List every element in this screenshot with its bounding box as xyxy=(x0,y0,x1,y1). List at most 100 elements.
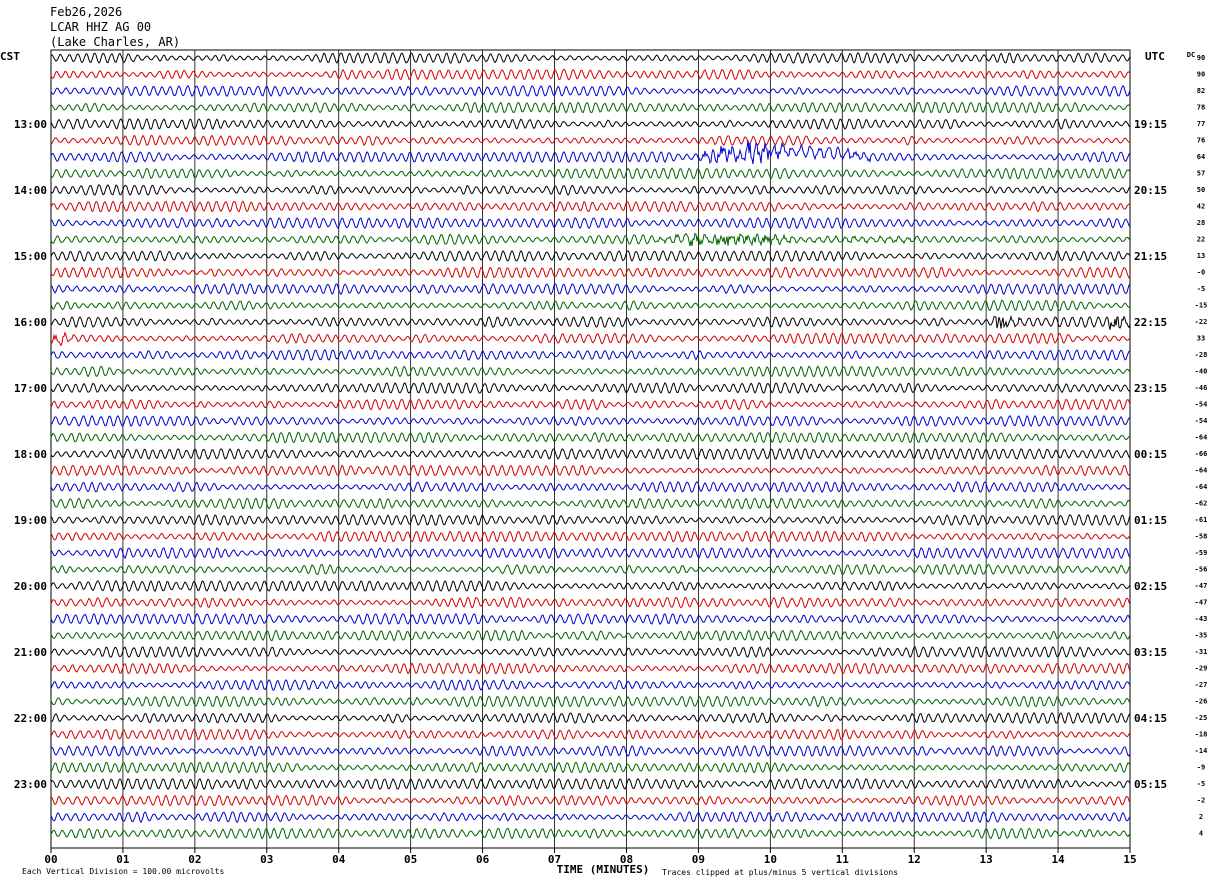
cst-hour-label: 18:00 xyxy=(14,448,47,461)
trace-row xyxy=(50,695,1131,708)
trace-row xyxy=(50,167,1131,180)
dc-value: -54 xyxy=(1195,401,1208,409)
trace-row xyxy=(50,134,1131,147)
clip-note: Traces clipped at plus/minus 5 vertical … xyxy=(662,868,898,877)
dc-value: -66 xyxy=(1195,450,1208,458)
trace-row xyxy=(50,662,1131,675)
dc-value: -18 xyxy=(1195,731,1208,739)
utc-hour-label: 04:15 xyxy=(1134,712,1167,725)
utc-hour-label: 05:15 xyxy=(1134,778,1167,791)
x-tick-label: 02 xyxy=(188,853,201,866)
trace-row xyxy=(50,827,1131,840)
trace-row xyxy=(50,761,1131,774)
station-label: LCAR HHZ AG 00 xyxy=(50,20,152,34)
cst-hour-label: 13:00 xyxy=(14,118,47,131)
utc-hour-label: 21:15 xyxy=(1134,250,1167,263)
dc-value: -35 xyxy=(1195,632,1208,640)
trace-row xyxy=(50,645,1131,658)
dc-value: 4 xyxy=(1199,830,1203,838)
x-tick-label: 06 xyxy=(476,853,490,866)
dc-value: -15 xyxy=(1195,302,1208,310)
x-tick-label: 05 xyxy=(404,853,417,866)
dc-value: -62 xyxy=(1195,500,1208,508)
dc-value: -22 xyxy=(1195,318,1208,326)
dc-value: 42 xyxy=(1197,203,1205,211)
utc-hour-label: 19:15 xyxy=(1134,118,1167,131)
cst-axis-label: CST xyxy=(0,50,20,63)
x-tick-label: 12 xyxy=(908,853,921,866)
dc-value: 22 xyxy=(1197,236,1205,244)
utc-hour-label: 02:15 xyxy=(1134,580,1167,593)
cst-hour-label: 14:00 xyxy=(14,184,47,197)
dc-value: -25 xyxy=(1195,714,1208,722)
axis-labels: 00 01 02 03 04 05 06 07 08 09 10 11 12 13 14 15 90 90 82 78… xyxy=(0,50,1207,877)
dc-value: -43 xyxy=(1195,615,1208,623)
x-tick-label: 14 xyxy=(1051,853,1065,866)
utc-axis-label: UTC xyxy=(1145,50,1165,63)
trace-row xyxy=(50,447,1131,461)
dc-value: -9 xyxy=(1197,764,1205,772)
trace-row xyxy=(50,232,1131,247)
dc-value: -64 xyxy=(1195,483,1208,491)
trace-row xyxy=(50,200,1131,213)
cst-hour-label: 20:00 xyxy=(14,580,47,593)
trace-row xyxy=(50,282,1131,296)
plot-border xyxy=(50,49,1131,849)
trace-row xyxy=(50,249,1131,263)
dc-value: -64 xyxy=(1195,434,1208,442)
dc-value: -31 xyxy=(1195,648,1208,656)
trace-row xyxy=(50,596,1131,609)
dc-value: 28 xyxy=(1197,219,1205,227)
dc-value: 76 xyxy=(1197,137,1205,145)
dc-value: 82 xyxy=(1197,87,1205,95)
trace-row xyxy=(50,84,1131,98)
dc-value: 13 xyxy=(1197,252,1205,260)
dc-value: 50 xyxy=(1197,186,1205,194)
utc-hour-label: 20:15 xyxy=(1134,184,1167,197)
trace-row xyxy=(50,118,1131,131)
trace-row xyxy=(50,777,1131,791)
trace-row xyxy=(50,612,1131,626)
dc-value: 77 xyxy=(1197,120,1205,128)
cst-hour-label: 15:00 xyxy=(14,250,47,263)
dc-value: -26 xyxy=(1195,698,1208,706)
dc-value: -47 xyxy=(1195,582,1208,590)
x-tick-label: 10 xyxy=(764,853,777,866)
dc-value: 78 xyxy=(1197,104,1205,112)
dc-value: -14 xyxy=(1195,747,1208,755)
dc-value: 57 xyxy=(1197,170,1205,178)
trace-row xyxy=(50,811,1131,824)
x-tick-label: 11 xyxy=(836,853,850,866)
dc-value: 90 xyxy=(1197,54,1205,62)
trace-row xyxy=(50,629,1131,642)
utc-hour-label: 01:15 xyxy=(1134,514,1167,527)
trace-row xyxy=(50,579,1131,593)
x-tick-label: 07 xyxy=(548,853,561,866)
dc-value: 64 xyxy=(1197,153,1205,161)
dc-value: 2 xyxy=(1199,813,1203,821)
dc-header-label: DC xyxy=(1187,51,1195,59)
trace-row xyxy=(50,464,1131,477)
dc-value: -28 xyxy=(1195,351,1208,359)
trace-row xyxy=(50,513,1131,527)
x-tick-label: 00 xyxy=(44,853,57,866)
cst-hour-label: 23:00 xyxy=(14,778,47,791)
trace-row xyxy=(50,414,1131,428)
dc-value: -5 xyxy=(1197,285,1205,293)
location-label: (Lake Charles, AR) xyxy=(50,35,181,49)
dc-value: -46 xyxy=(1195,384,1208,392)
trace-row xyxy=(50,563,1131,576)
trace-row xyxy=(50,398,1131,411)
trace-row xyxy=(50,68,1131,81)
utc-hour-label: 22:15 xyxy=(1134,316,1167,329)
x-tick-label: 15 xyxy=(1123,853,1136,866)
x-tick-label: 01 xyxy=(116,853,130,866)
trace-row xyxy=(50,431,1131,444)
trace-row xyxy=(50,497,1131,510)
dc-value: -40 xyxy=(1195,368,1208,376)
trace-row xyxy=(50,530,1131,543)
trace-row xyxy=(50,101,1131,114)
dc-value: -59 xyxy=(1195,549,1208,557)
cst-hour-label: 19:00 xyxy=(14,514,47,527)
